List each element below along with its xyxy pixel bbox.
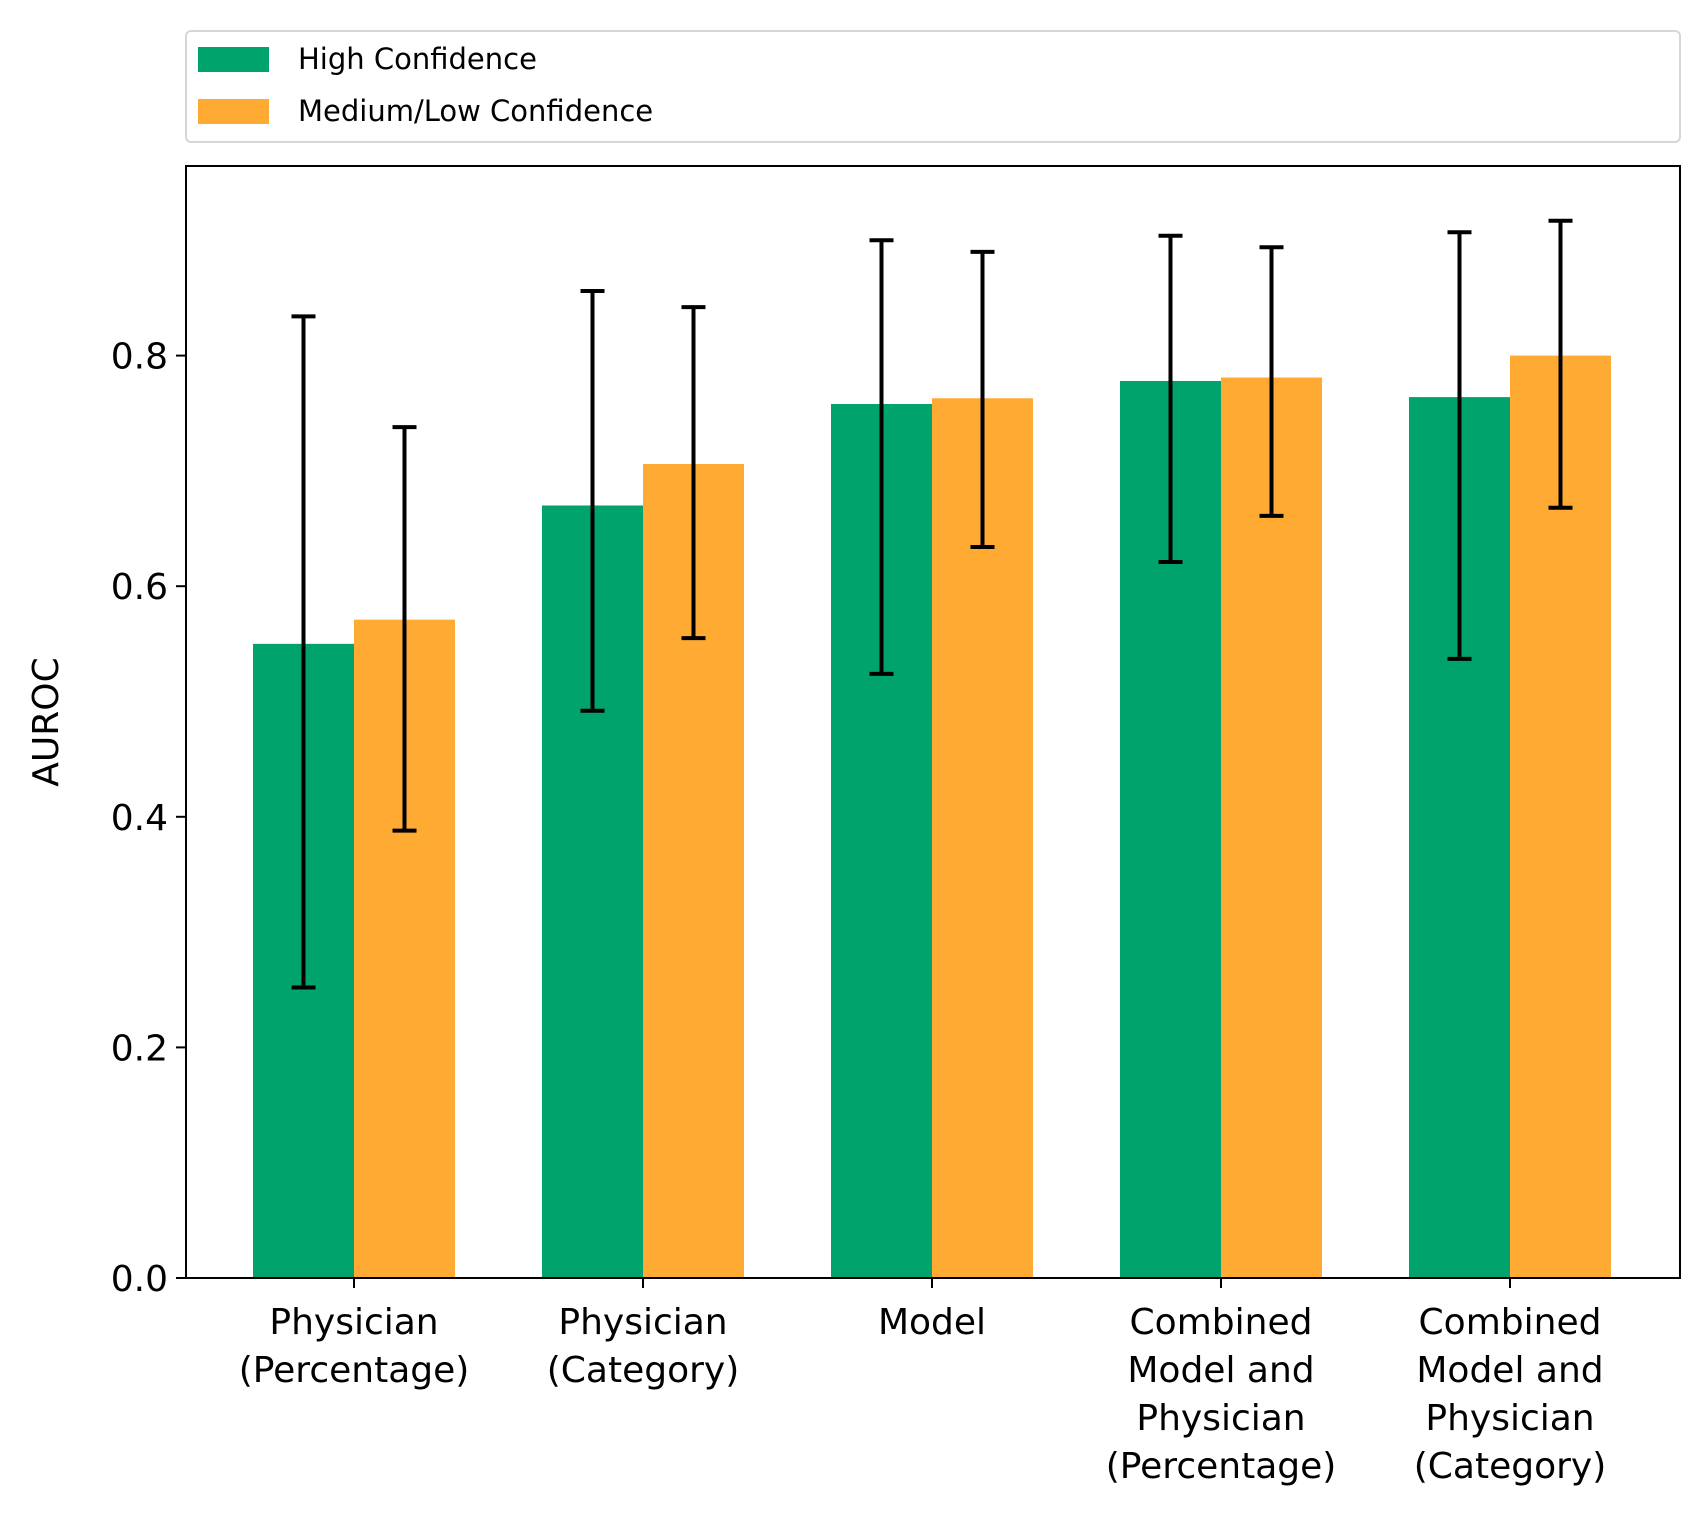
error-bar-medium-low-3 [1259,245,1284,518]
y-axis-label: AUROC [26,657,67,786]
error-bar-high-4 [1447,230,1472,661]
legend-item-medium-low: Medium/Low Confidence [198,94,653,128]
x-tick-label: Combined Model and Physician (Percentage) [1106,1302,1337,1487]
error-bar-medium-low-4 [1548,218,1573,510]
legend-frame [185,30,1681,143]
legend-item-high: High Confidence [198,42,537,76]
error-bar-high-0 [291,314,316,990]
y-tick-label: 0.4 [111,798,168,839]
error-bar-high-3 [1158,233,1183,564]
legend-label: High Confidence [298,42,537,76]
y-tick-label: 0.2 [111,1028,168,1069]
x-tick-label: Combined Model and Physician (Category) [1414,1302,1607,1487]
legend: High Confidence Medium/Low Confidence [185,30,1681,143]
x-tick-label: Physician (Percentage) [239,1302,470,1391]
y-axis: 0.0 0.2 0.4 0.6 0.8 [111,337,186,1300]
error-bar-high-1 [580,289,605,713]
x-tick-label: Model [878,1302,986,1343]
legend-label: Medium/Low Confidence [298,94,653,128]
legend-swatch [198,99,269,124]
error-bar-medium-low-2 [970,249,995,549]
error-bar-medium-low-0 [392,425,417,833]
x-axis: Physician (Percentage) Physician (Category)… [239,1278,1607,1487]
legend-swatch [198,47,269,72]
y-tick-label: 0.8 [111,337,168,378]
y-tick-label: 0.0 [111,1259,168,1300]
bar-medium-low-3 [1221,377,1322,1279]
error-bar-high-2 [869,238,894,676]
error-bars-group [291,218,1573,990]
bars-group [253,355,1611,1279]
x-tick-label: Physician (Category) [547,1302,740,1391]
y-tick-label: 0.6 [111,567,168,608]
error-bar-medium-low-1 [681,305,706,641]
